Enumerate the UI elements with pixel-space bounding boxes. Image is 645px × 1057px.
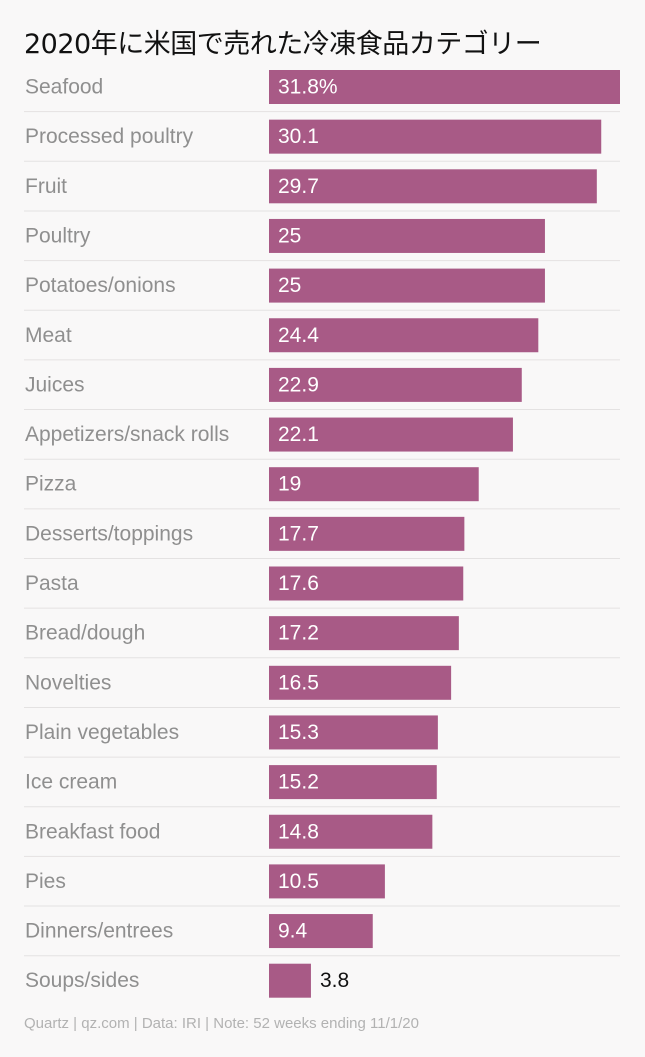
- chart-footer: Quartz | qz.com | Data: IRI | Note: 52 w…: [24, 1015, 419, 1032]
- value-label: 25: [278, 224, 301, 247]
- value-label: 16.5: [278, 671, 319, 694]
- bar: [269, 268, 545, 303]
- category-label: Dinners/entrees: [25, 920, 173, 943]
- category-label: Breakfast food: [25, 820, 160, 843]
- value-label: 24.4: [278, 324, 319, 347]
- value-label: 3.8: [320, 969, 349, 992]
- category-label: Appetizers/snack rolls: [25, 423, 229, 446]
- bar: [269, 367, 522, 402]
- bar: [269, 864, 385, 899]
- bar: [269, 963, 311, 998]
- bar: [269, 467, 479, 502]
- bar: [269, 715, 438, 750]
- category-label: Pasta: [25, 572, 79, 595]
- bar: [269, 70, 620, 104]
- value-label: 17.6: [278, 572, 319, 595]
- category-label: Novelties: [25, 671, 111, 694]
- value-label: 15.2: [278, 771, 319, 794]
- value-label: 10.5: [278, 870, 319, 893]
- bar: [269, 914, 373, 949]
- value-label: 17.2: [278, 622, 319, 645]
- bar: [269, 218, 545, 253]
- bar: [269, 616, 459, 651]
- category-label: Pies: [25, 870, 66, 893]
- value-label: 19: [278, 473, 301, 496]
- value-label: 22.9: [278, 373, 319, 396]
- category-label: Pizza: [25, 473, 77, 496]
- category-label: Plain vegetables: [25, 721, 179, 744]
- bar: [269, 119, 602, 154]
- value-label: 22.1: [278, 423, 319, 446]
- category-label: Poultry: [25, 224, 91, 247]
- bar: [269, 417, 513, 452]
- value-label: 14.8: [278, 820, 319, 843]
- value-label: 29.7: [278, 175, 319, 198]
- chart-title: 2020年に米国で売れた冷凍食品カテゴリー: [24, 29, 542, 60]
- category-label: Juices: [25, 373, 85, 396]
- value-label: 25: [278, 274, 301, 297]
- bar: [269, 814, 433, 849]
- value-label: 9.4: [278, 920, 308, 943]
- category-label: Fruit: [25, 175, 67, 198]
- bar-chart: Seafood 31.8% Processed poultry 30.1 Fruit 29…: [24, 70, 620, 998]
- bar: [269, 665, 452, 700]
- bar: [269, 318, 539, 353]
- value-label: 30.1: [278, 125, 319, 148]
- category-label: Seafood: [25, 76, 103, 99]
- value-label: 17.7: [278, 522, 319, 545]
- category-label: Soups/sides: [25, 969, 139, 992]
- category-label: Ice cream: [25, 771, 117, 794]
- category-label: Potatoes/onions: [25, 274, 176, 297]
- bar: [269, 765, 437, 800]
- value-label: 15.3: [278, 721, 319, 744]
- category-label: Processed poultry: [25, 125, 194, 148]
- category-label: Meat: [25, 324, 72, 347]
- bar: [269, 516, 465, 551]
- value-label: 31.8%: [278, 76, 338, 99]
- bar: [269, 566, 464, 601]
- bar: [269, 169, 597, 204]
- category-label: Bread/dough: [25, 622, 145, 645]
- category-label: Desserts/toppings: [25, 522, 193, 545]
